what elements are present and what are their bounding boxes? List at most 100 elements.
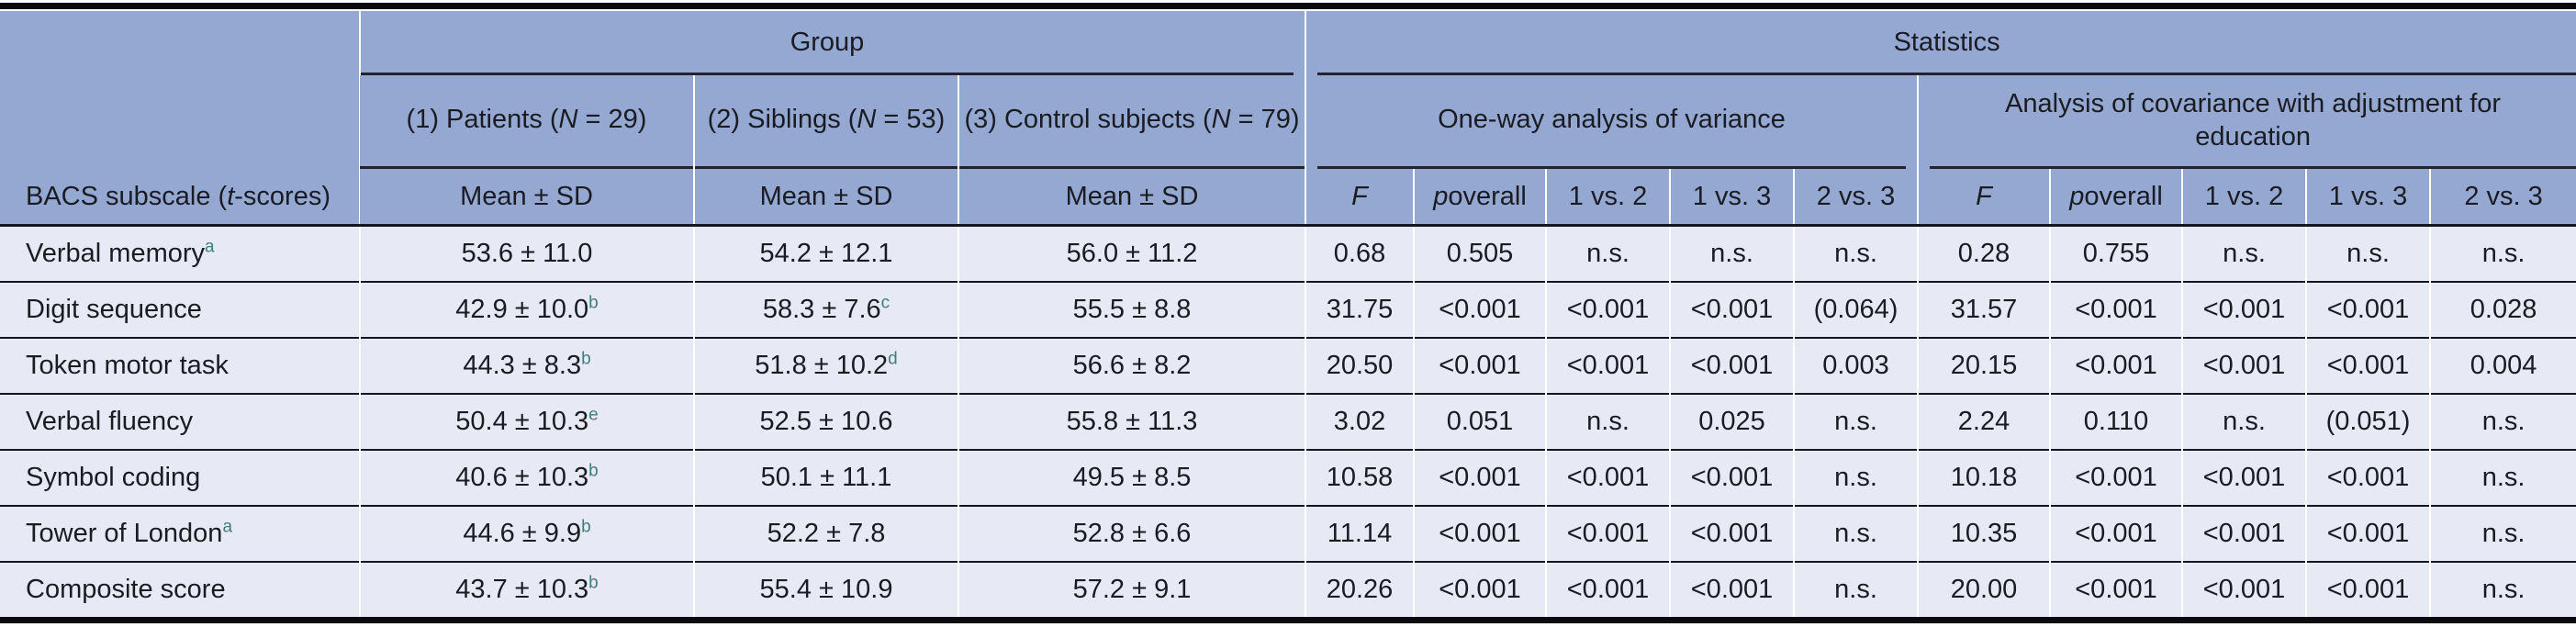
- stat-value: n.s.: [2429, 393, 2576, 450]
- mean-value: 40.6 ± 10.3b: [359, 449, 694, 506]
- mean-value: 52.8 ± 6.6: [957, 505, 1306, 562]
- stat-value: 0.110: [2049, 393, 2183, 450]
- stat-value: (0.051): [2305, 393, 2431, 450]
- stat-column-header-f: F: [1917, 169, 2051, 227]
- stat-value: n.s.: [2429, 449, 2576, 506]
- subscale-label: Digit sequence: [0, 281, 360, 338]
- stat-value: <0.001: [1669, 561, 1795, 623]
- stat-value: <0.001: [1413, 561, 1547, 623]
- stat-value: <0.001: [1545, 561, 1671, 623]
- stat-value: n.s.: [1545, 224, 1671, 282]
- group-section-header: Group: [358, 11, 1306, 75]
- table-page: BACS subscale (t-scores) Group Statistic…: [0, 3, 2576, 623]
- subscale-label: Verbal fluency: [0, 393, 360, 450]
- stat-value: <0.001: [2181, 561, 2307, 623]
- stat-value: 11.14: [1305, 505, 1415, 562]
- stat-value: 10.35: [1917, 505, 2051, 562]
- superscript-marker: b: [581, 349, 591, 369]
- stat-value: <0.001: [2181, 449, 2307, 506]
- mean-sd-header: Mean ± SD: [957, 169, 1306, 227]
- stat-value: n.s.: [1793, 505, 1919, 562]
- superscript-marker: a: [222, 517, 233, 537]
- stat-value: 3.02: [1305, 393, 1415, 450]
- superscript-marker: a: [205, 237, 215, 257]
- table-row: Digit sequence 42.9 ± 10.0b 58.3 ± 7.6c …: [0, 281, 2576, 338]
- mean-value: 56.6 ± 8.2: [957, 337, 1306, 394]
- stat-value: 31.57: [1917, 281, 2051, 338]
- stat-value: <0.001: [1669, 449, 1795, 506]
- stat-value: n.s.: [1793, 561, 1919, 623]
- mean-value: 51.8 ± 10.2d: [693, 337, 958, 394]
- mean-value: 49.5 ± 8.5: [957, 449, 1306, 506]
- stat-value: <0.001: [2049, 505, 2183, 562]
- stat-value: n.s.: [1793, 224, 1919, 282]
- stat-value: 20.00: [1917, 561, 2051, 623]
- stat-value: 0.051: [1413, 393, 1547, 450]
- table-row: Composite score 43.7 ± 10.3b 55.4 ± 10.9…: [0, 561, 2576, 623]
- superscript-marker: b: [588, 461, 599, 481]
- stat-value: 0.505: [1413, 224, 1547, 282]
- stat-value: n.s.: [2429, 224, 2576, 282]
- stat-column-header-poverall: poverall: [2049, 169, 2183, 227]
- stat-value: 20.26: [1305, 561, 1415, 623]
- stat-value: <0.001: [2181, 505, 2307, 562]
- stat-column-header-1vs2: 1 vs. 2: [1545, 169, 1671, 227]
- stat-value: n.s.: [2305, 224, 2431, 282]
- stat-value: 2.24: [1917, 393, 2051, 450]
- stat-value: 0.028: [2429, 281, 2576, 338]
- stat-value: <0.001: [2049, 561, 2183, 623]
- stat-value: n.s.: [1793, 449, 1919, 506]
- stat-value: 0.003: [1793, 337, 1919, 394]
- table-body: Verbal memorya 53.6 ± 11.0 54.2 ± 12.1 5…: [0, 224, 2576, 623]
- mean-value: 44.3 ± 8.3b: [359, 337, 694, 394]
- table-row: Verbal fluency 50.4 ± 10.3e 52.5 ± 10.6 …: [0, 393, 2576, 450]
- mean-value: 54.2 ± 12.1: [693, 224, 958, 282]
- stat-value: n.s.: [2181, 224, 2307, 282]
- stat-value: <0.001: [1545, 449, 1671, 506]
- ancova-section-header: Analysis of covariance with adjustment f…: [1917, 75, 2576, 169]
- mean-value: 57.2 ± 9.1: [957, 561, 1306, 623]
- group-column-header-patients: (1) Patients (N = 29): [360, 75, 694, 169]
- stat-column-header-f: F: [1305, 169, 1415, 227]
- stat-value: 0.025: [1669, 393, 1795, 450]
- stat-value: <0.001: [2049, 281, 2183, 338]
- stat-value: 0.755: [2049, 224, 2183, 282]
- stat-value: n.s.: [2181, 393, 2307, 450]
- table-row: Tower of Londona 44.6 ± 9.9b 52.2 ± 7.8 …: [0, 505, 2576, 562]
- subscale-label: Token motor task: [0, 337, 360, 394]
- stat-value: <0.001: [1669, 337, 1795, 394]
- stat-column-header-2vs3: 2 vs. 3: [2429, 169, 2576, 227]
- stat-value: n.s.: [1669, 224, 1795, 282]
- mean-value: 55.4 ± 10.9: [693, 561, 958, 623]
- stat-value: (0.064): [1793, 281, 1919, 338]
- stat-column-header-1vs2: 1 vs. 2: [2181, 169, 2307, 227]
- stat-value: 0.68: [1305, 224, 1415, 282]
- mean-sd-header: Mean ± SD: [693, 169, 958, 227]
- stat-value: 0.28: [1917, 224, 2051, 282]
- stat-value: <0.001: [1413, 281, 1547, 338]
- superscript-marker: d: [888, 349, 898, 369]
- stat-value: <0.001: [2305, 505, 2431, 562]
- bacs-table: BACS subscale (t-scores) Group Statistic…: [0, 11, 2576, 623]
- group-column-header-controls: (3) Control subjects (N = 79): [957, 75, 1306, 169]
- mean-value: 52.5 ± 10.6: [693, 393, 958, 450]
- stat-value: 20.50: [1305, 337, 1415, 394]
- stat-value: <0.001: [2181, 281, 2307, 338]
- stat-value: <0.001: [1669, 281, 1795, 338]
- stat-value: <0.001: [2305, 281, 2431, 338]
- mean-value: 58.3 ± 7.6c: [693, 281, 958, 338]
- mean-value: 50.4 ± 10.3e: [359, 393, 694, 450]
- stat-value: n.s.: [2429, 505, 2576, 562]
- table-row: Symbol coding 40.6 ± 10.3b 50.1 ± 11.1 4…: [0, 449, 2576, 506]
- superscript-marker: c: [880, 293, 890, 313]
- table-top-rule: [0, 3, 2576, 9]
- mean-value: 52.2 ± 7.8: [693, 505, 958, 562]
- mean-value: 42.9 ± 10.0b: [359, 281, 694, 338]
- table-row: Verbal memorya 53.6 ± 11.0 54.2 ± 12.1 5…: [0, 224, 2576, 282]
- stat-value: <0.001: [1669, 505, 1795, 562]
- mean-value: 56.0 ± 11.2: [957, 224, 1306, 282]
- stat-value: <0.001: [2049, 337, 2183, 394]
- stat-value: 0.004: [2429, 337, 2576, 394]
- stat-value: <0.001: [1413, 505, 1547, 562]
- stat-value: n.s.: [1545, 393, 1671, 450]
